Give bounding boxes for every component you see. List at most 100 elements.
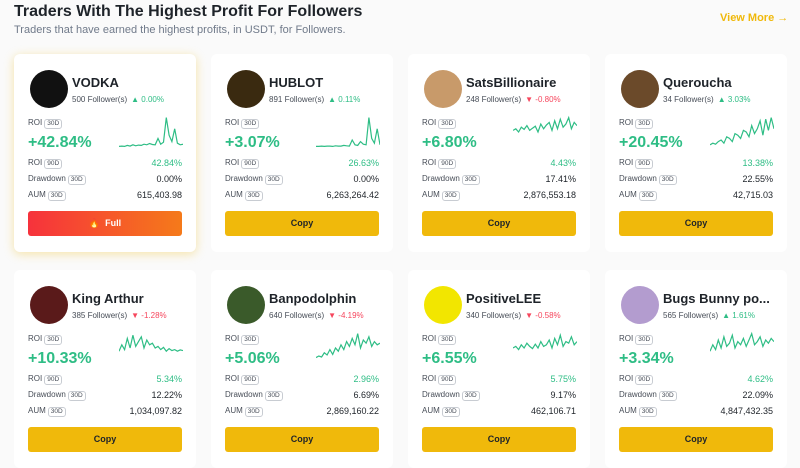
follower-change: 3.03% — [727, 95, 751, 104]
label-text: ROI — [28, 158, 43, 167]
change-arrow: ▲ — [328, 95, 339, 104]
label: ROI 30D — [422, 118, 457, 129]
button-text[interactable]: Copy — [93, 434, 117, 444]
roi-30d: +3.34% — [619, 350, 674, 367]
label: ROI 90D — [28, 374, 63, 385]
sparkline-line — [710, 331, 774, 352]
label-text: AUM — [225, 406, 243, 415]
period-tag: 30D — [264, 175, 283, 185]
follower-count: 340 Follower(s) — [466, 311, 522, 320]
period-tag: 30D — [44, 119, 63, 129]
label-text: AUM — [225, 190, 243, 199]
trader-card[interactable]: King Arthur 385 Follower(s) ▼ -1.28% ROI 30D… — [14, 270, 196, 468]
label-text: Drawdown — [225, 390, 263, 399]
label: Drawdown 30D — [422, 174, 480, 185]
copy-button[interactable]: Copy — [225, 211, 379, 236]
button-text[interactable]: Copy — [290, 434, 314, 444]
label-text: Drawdown — [619, 174, 657, 183]
button-text[interactable]: Copy — [290, 218, 314, 228]
label-text: ROI — [225, 374, 240, 383]
follower-change: 0.00% — [141, 95, 164, 104]
copy-button[interactable]: Copy — [619, 211, 773, 236]
trader-name: PositiveLEE — [466, 291, 542, 306]
button-text[interactable]: Copy — [684, 434, 708, 444]
label-text: ROI — [28, 334, 43, 343]
period-tag: 90D — [44, 159, 63, 169]
sparkline — [710, 331, 774, 352]
trader-card[interactable]: VODKA 500 Follower(s) ▲ 0.00% ROI 30D +42.84%… — [14, 54, 196, 252]
trader-name: King Arthur — [72, 291, 144, 306]
label-text: AUM — [619, 406, 637, 415]
avatar — [30, 70, 68, 108]
follower-change: -0.80% — [535, 95, 561, 104]
sparkline — [316, 333, 380, 359]
period-tag: 90D — [44, 375, 63, 385]
trader-card[interactable]: HUBLOT 891 Follower(s) ▲ 0.11% ROI 30D +3.07%… — [211, 54, 393, 252]
trader-card[interactable]: Bugs Bunny po... 565 Follower(s) ▲ 1.61% RO… — [605, 270, 787, 468]
period-tag: 30D — [264, 391, 283, 401]
label-text: ROI — [619, 334, 634, 343]
drawdown: 9.17% — [550, 390, 576, 400]
label-text: Drawdown — [28, 390, 66, 399]
change-arrow: ▲ — [722, 311, 733, 320]
trader-card[interactable]: Queroucha 34 Follower(s) ▲ 3.03% ROI 30D +20.… — [605, 54, 787, 252]
label: Drawdown 30D — [28, 174, 86, 185]
aum: 2,869,160.22 — [326, 406, 379, 416]
period-tag: 30D — [47, 407, 66, 417]
label-text: ROI — [28, 374, 43, 383]
drawdown: 0.00% — [156, 174, 182, 184]
period-tag: 30D — [638, 191, 657, 201]
copy-button[interactable]: Copy — [225, 427, 379, 452]
period-tag: 30D — [47, 191, 66, 201]
drawdown: 12.22% — [151, 390, 182, 400]
label: Drawdown 30D — [225, 390, 283, 401]
period-tag: 90D — [635, 375, 654, 385]
roi-90d: 4.62% — [747, 374, 773, 384]
label: ROI 90D — [619, 158, 654, 169]
label-text: AUM — [28, 190, 46, 199]
button-text[interactable]: Copy — [487, 218, 511, 228]
button-text[interactable]: Copy — [487, 434, 511, 444]
label: ROI 30D — [619, 118, 654, 129]
sparkline — [316, 117, 380, 148]
copy-button[interactable]: Copy — [422, 427, 576, 452]
subtitle: Traders that have earned the highest pro… — [14, 24, 346, 36]
copy-button[interactable]: Copy — [422, 211, 576, 236]
period-tag: 30D — [44, 335, 63, 345]
avatar — [424, 286, 462, 324]
label: Drawdown 30D — [422, 390, 480, 401]
trader-card[interactable]: Banpodolphin 640 Follower(s) ▼ -4.19% ROI 30… — [211, 270, 393, 468]
copy-button[interactable]: Copy — [28, 427, 182, 452]
drawdown: 22.55% — [742, 174, 773, 184]
label-text: Drawdown — [28, 174, 66, 183]
sparkline-line — [513, 332, 577, 351]
label: AUM 30D — [28, 406, 66, 417]
period-tag: 90D — [241, 159, 260, 169]
aum: 42,715.03 — [732, 190, 773, 200]
trader-card[interactable]: SatsBillionaire 248 Follower(s) ▼ -0.80% RO… — [408, 54, 590, 252]
trader-name: SatsBillionaire — [466, 75, 557, 90]
avatar — [621, 286, 659, 324]
sparkline-line — [119, 117, 183, 148]
aum: 2,876,553.18 — [523, 190, 576, 200]
button-text[interactable]: Full — [105, 218, 122, 228]
follower-count: 385 Follower(s) — [72, 311, 128, 320]
sparkline-line — [513, 115, 577, 134]
aum: 6,263,264.42 — [326, 190, 379, 200]
copy-button[interactable]: 🔥 Full — [28, 211, 182, 236]
view-more[interactable]: View More → — [720, 12, 789, 24]
followers: 500 Follower(s) ▲ 0.00% — [72, 95, 164, 104]
period-tag: 30D — [67, 391, 86, 401]
aum: 1,034,097.82 — [129, 406, 182, 416]
copy-button[interactable]: Copy — [619, 427, 773, 452]
label: ROI 30D — [619, 334, 654, 345]
follower-count: 891 Follower(s) — [269, 95, 325, 104]
period-tag: 30D — [638, 407, 657, 417]
trader-card[interactable]: PositiveLEE 340 Follower(s) ▼ -0.58% ROI 30D… — [408, 270, 590, 468]
button-text[interactable]: Copy — [684, 218, 708, 228]
view-more-text[interactable]: View More — [720, 12, 775, 24]
roi-90d: 5.75% — [550, 374, 576, 384]
follower-change: -1.28% — [141, 311, 167, 320]
change-arrow: ▲ — [717, 95, 728, 104]
label: ROI 90D — [225, 158, 260, 169]
